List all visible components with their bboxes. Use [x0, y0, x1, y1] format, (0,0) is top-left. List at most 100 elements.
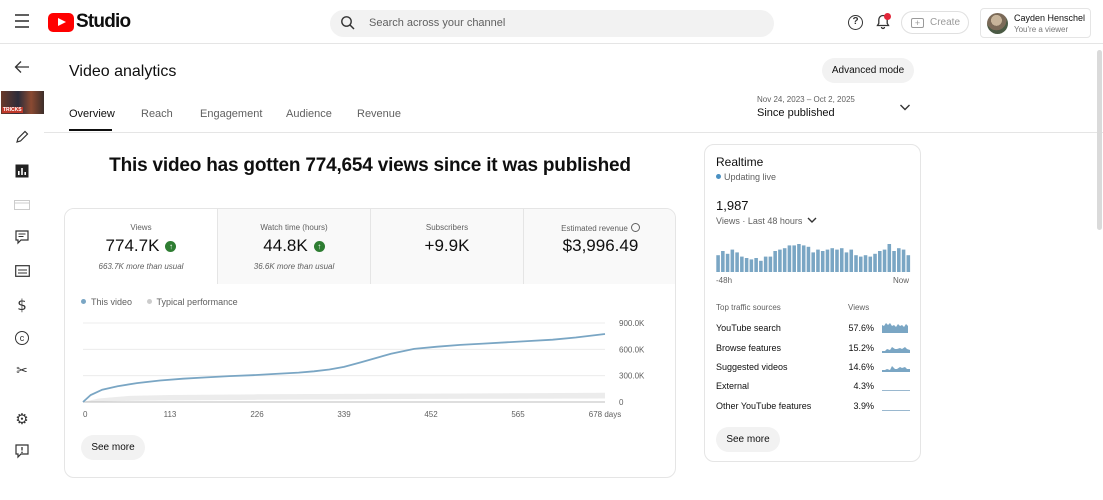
realtime-metric-selector[interactable]: Views · Last 48 hours: [716, 216, 817, 226]
see-more-button[interactable]: See more: [716, 427, 780, 452]
overview-card: Views 774.7K ↑ 663.7K more than usual Wat…: [64, 208, 676, 478]
sparkline: [882, 347, 910, 353]
arrow-up-icon: ↑: [313, 241, 325, 252]
legend-dot-icon: [146, 299, 152, 304]
realtime-bar: [906, 255, 911, 272]
date-range-selector[interactable]: Since published: [757, 107, 835, 119]
x-tick-label: 565: [511, 410, 525, 419]
traffic-source-row: Suggested videos 14.6%: [716, 362, 912, 381]
realtime-bar: [721, 251, 725, 272]
help-icon[interactable]: ?: [848, 15, 863, 30]
realtime-bar: [763, 256, 768, 272]
settings-gear-icon[interactable]: ⚙: [15, 410, 29, 428]
copyright-icon[interactable]: c: [12, 328, 32, 348]
tab-overview[interactable]: Overview: [69, 108, 115, 120]
page-title: Video analytics: [69, 63, 177, 80]
tab-engagement[interactable]: Engagement: [200, 108, 263, 120]
sparkline: [882, 390, 910, 391]
notification-dot: [884, 13, 891, 20]
legend-dot-icon: [81, 299, 86, 304]
top-bar: Studio Search across your channel ? + Cr…: [0, 0, 1103, 44]
realtime-bar: [858, 256, 863, 272]
realtime-bar: [816, 249, 820, 272]
editor-icon: [12, 195, 32, 215]
video-thumbnail[interactable]: TRICKS: [1, 91, 44, 114]
back-arrow-icon[interactable]: [12, 57, 32, 77]
realtime-bar: [740, 256, 744, 272]
sparkline: [882, 323, 908, 333]
search-input[interactable]: Search across your channel: [369, 17, 506, 29]
realtime-title: Realtime: [716, 155, 764, 169]
realtime-card: Realtime Updating live 1,987 Views · Las…: [704, 144, 921, 462]
traffic-source-row: External 4.3%: [716, 381, 912, 400]
sparkline: [882, 410, 910, 411]
tab-audience[interactable]: Audience: [286, 108, 332, 120]
realtime-bar: [716, 255, 720, 272]
realtime-bar: [854, 255, 858, 272]
advanced-mode-button[interactable]: Advanced mode: [822, 58, 914, 83]
realtime-bar: [773, 251, 777, 272]
realtime-bar: [820, 251, 825, 272]
menu-icon[interactable]: [12, 10, 34, 32]
realtime-bar: [882, 249, 887, 272]
subtitles-icon[interactable]: [12, 261, 32, 281]
x-tick-label: 226: [250, 410, 264, 419]
metric-revenue[interactable]: Estimated revenue $3,996.49: [524, 209, 675, 284]
realtime-bar: [806, 246, 811, 272]
search-icon: [341, 16, 355, 30]
search-box[interactable]: Search across your channel: [330, 10, 774, 37]
active-tab-indicator: [69, 129, 112, 131]
chevron-down-icon[interactable]: [899, 102, 911, 112]
studio-logo[interactable]: Studio: [48, 11, 131, 33]
views-headline: This video has gotten 774,654 views sinc…: [109, 155, 631, 176]
x-tick-label: 339: [337, 410, 351, 419]
realtime-bar: [839, 248, 844, 272]
traffic-source-name: Browse features: [716, 343, 782, 353]
y-tick-label: 900.0K: [619, 319, 645, 328]
date-range-text[interactable]: Nov 24, 2023 – Oct 2, 2025: [757, 95, 855, 104]
traffic-source-name: Suggested videos: [716, 362, 788, 372]
metric-value: $3,996.49: [562, 236, 639, 255]
traffic-sources-header: Top traffic sources: [716, 303, 781, 312]
comments-icon[interactable]: [12, 227, 32, 247]
metric-label: Views: [130, 223, 152, 232]
chart-legend: This video Typical performance: [81, 297, 238, 307]
create-icon: +: [911, 18, 924, 28]
legend-typical: Typical performance: [146, 297, 238, 307]
create-button[interactable]: + Create: [901, 11, 969, 34]
account-switcher[interactable]: Cayden Henschel You're a viewer: [980, 8, 1091, 38]
scrollbar[interactable]: [1097, 50, 1102, 230]
traffic-source-row: Other YouTube features 3.9%: [716, 401, 912, 420]
avatar: [987, 13, 1008, 34]
realtime-bar: [835, 249, 839, 272]
x-tick-label: 678 days: [589, 410, 621, 419]
metric-watch-time[interactable]: Watch time (hours) 44.8K ↑ 36.6K more tha…: [218, 209, 371, 284]
views-line-chart[interactable]: 900.0K 600.0K 300.0K 0 0 113 226 339 452 565 678 d…: [65, 309, 676, 429]
realtime-bar: [768, 256, 773, 272]
tab-revenue[interactable]: Revenue: [357, 108, 402, 120]
see-more-button[interactable]: See more: [81, 435, 145, 460]
scissors-icon[interactable]: ✂: [16, 363, 28, 379]
analytics-icon[interactable]: [12, 161, 32, 181]
traffic-source-name: External: [716, 381, 750, 391]
clock-icon: [630, 223, 640, 232]
left-rail: $ c ✂ ⚙: [0, 45, 44, 500]
metric-label: Estimated revenue: [524, 223, 675, 233]
pencil-icon[interactable]: [12, 127, 32, 147]
realtime-bar-chart[interactable]: [716, 240, 911, 272]
traffic-source-row: Browse features 15.2%: [716, 343, 912, 362]
tab-reach[interactable]: Reach: [141, 108, 173, 120]
arrow-up-icon: ↑: [165, 241, 177, 252]
metric-value: 44.8K ↑: [218, 236, 370, 256]
this-video-line: [82, 333, 606, 403]
dollar-icon[interactable]: $: [17, 296, 27, 314]
thumbnail-caption: TRICKS: [2, 107, 23, 113]
traffic-source-name: Other YouTube features: [716, 401, 812, 411]
account-name: Cayden Henschel: [1014, 13, 1086, 23]
legend-this-video: This video: [81, 297, 132, 307]
metric-subscribers[interactable]: Subscribers +9.9K: [371, 209, 524, 284]
realtime-axis-start: -48h: [716, 276, 733, 285]
x-tick-label: 113: [164, 410, 177, 419]
feedback-icon[interactable]: [12, 441, 32, 461]
metric-views[interactable]: Views 774.7K ↑ 663.7K more than usual: [65, 209, 218, 284]
